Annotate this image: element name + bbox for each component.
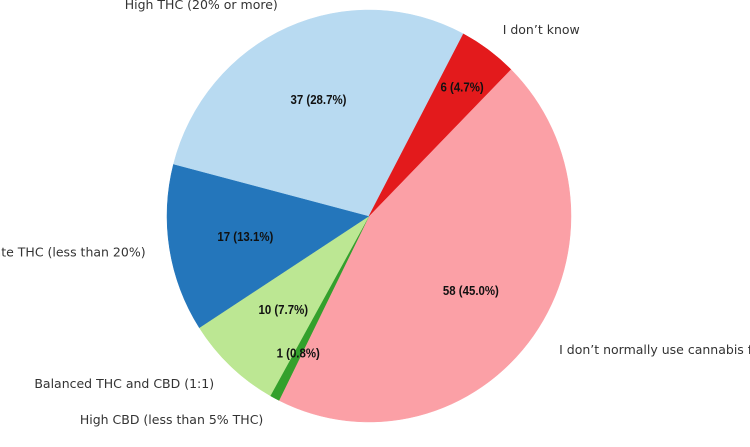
pie-slice (368, 33, 512, 217)
pie-category-label: I don’t know (503, 22, 580, 37)
pie-data-labels: 58 (45.0%) 1 (0.8%) 10 (7.7%) 17 (13.1%) 37 … (217, 80, 498, 361)
pie-data-label: 1 (0.8%) (277, 346, 320, 361)
pie-data-label: 37 (28.7%) (291, 92, 347, 107)
pie-category-label: Balanced THC and CBD (1:1) (34, 376, 214, 391)
pie-category-label: Moderate THC (less than 20%) (0, 245, 146, 260)
pie-category-label: High THC (20% or more) (125, 0, 278, 12)
pie-slice (198, 215, 370, 397)
pie-data-label: 6 (4.7%) (440, 80, 483, 95)
pie-category-label: I don’t normally use cannabis flowers (559, 342, 750, 357)
pie-category-labels: I don’t normally use cannabis flowers Hig… (0, 0, 750, 427)
pie-data-label: 17 (13.1%) (217, 230, 273, 245)
pie-category-label: High CBD (less than 5% THC) (80, 412, 263, 427)
pie-slice (173, 9, 464, 217)
pie-slice (166, 163, 370, 329)
pie-slices (166, 9, 572, 423)
pie-data-label: 58 (45.0%) (443, 284, 499, 299)
pie-slice (278, 68, 572, 423)
pie-data-label: 10 (7.7%) (258, 302, 308, 317)
